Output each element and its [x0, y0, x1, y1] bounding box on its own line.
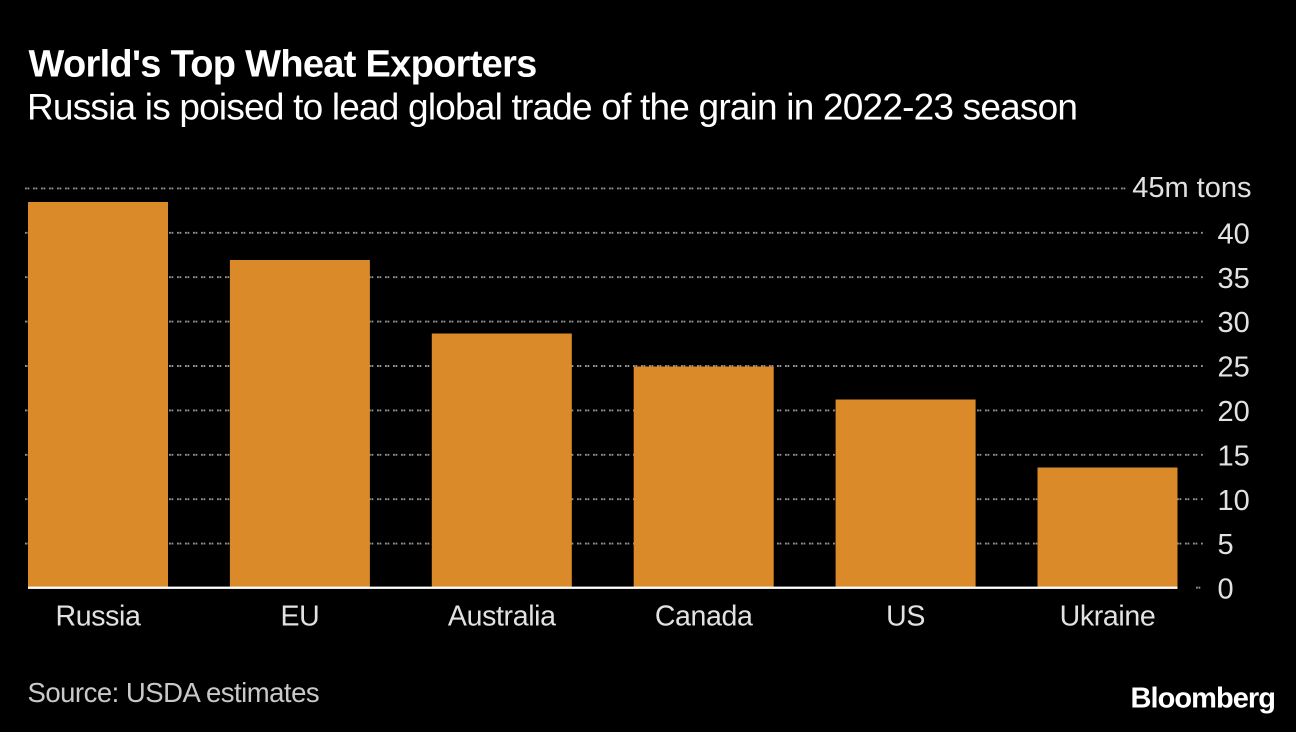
svg-text:30: 30: [1218, 307, 1250, 339]
svg-text:20: 20: [1218, 396, 1250, 428]
svg-text:Canada: Canada: [655, 601, 753, 633]
svg-text:5: 5: [1218, 529, 1234, 561]
svg-text:10: 10: [1218, 485, 1250, 517]
svg-text:0: 0: [1218, 574, 1234, 606]
svg-text:45m tons: 45m tons: [1132, 172, 1251, 204]
svg-text:Bloomberg: Bloomberg: [1131, 682, 1276, 714]
svg-text:US: US: [886, 601, 925, 633]
svg-text:15: 15: [1218, 440, 1250, 472]
svg-text:Russia: Russia: [55, 601, 141, 633]
svg-text:Source: USDA estimates: Source: USDA estimates: [28, 677, 320, 708]
svg-text:25: 25: [1218, 352, 1250, 384]
svg-text:Russia is poised to lead globa: Russia is poised to lead global trade of…: [27, 86, 1077, 127]
svg-text:35: 35: [1218, 263, 1250, 295]
svg-text:EU: EU: [280, 601, 319, 633]
svg-text:World's Top Wheat Exporters: World's Top Wheat Exporters: [29, 43, 537, 85]
svg-text:Ukraine: Ukraine: [1060, 601, 1156, 633]
svg-text:40: 40: [1218, 218, 1250, 250]
svg-text:Australia: Australia: [448, 601, 556, 633]
